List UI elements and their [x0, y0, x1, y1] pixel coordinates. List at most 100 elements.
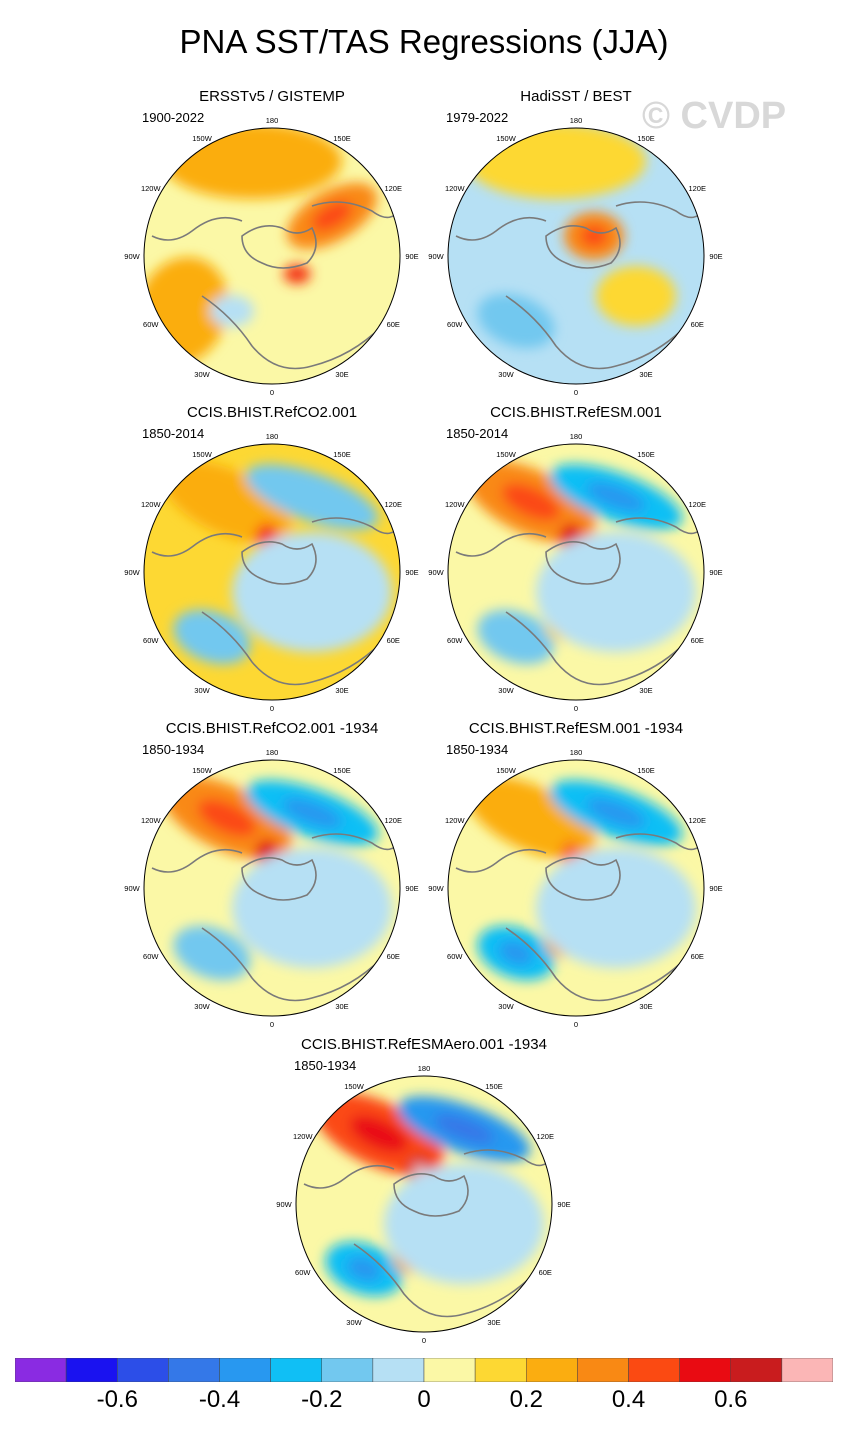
coastlines: [151, 833, 400, 1002]
anomaly-warm-northeast-pacific-alaska: [466, 776, 596, 860]
longitude-label: 90W: [428, 252, 444, 261]
longitude-label: 120E: [536, 1132, 554, 1141]
longitude-label: 150E: [637, 450, 655, 459]
longitude-label: 120E: [384, 184, 402, 193]
longitude-label: 60E: [387, 636, 400, 645]
coastlines: [151, 517, 400, 686]
colorbar-tick-label: 0.6: [714, 1386, 748, 1413]
longitude-label: 30E: [335, 686, 348, 695]
longitude-label: 150E: [333, 766, 351, 775]
colorbar-swatch: [321, 1358, 374, 1382]
longitude-label: 0: [270, 1020, 274, 1029]
polar-map: 180 150E 120E 90E 60E 30E 0 30W 60W 90W 120W 150W: [428, 432, 722, 713]
longitude-label: 120E: [688, 816, 706, 825]
panel-period: 1850-2014: [446, 426, 509, 441]
anomaly-core: [586, 482, 646, 512]
anomaly-cool-northwest-atlantic: [477, 609, 555, 665]
map-border: [447, 127, 705, 385]
colorbar-swatch: [15, 1358, 67, 1382]
anomaly-core: [261, 530, 273, 544]
anomaly-core: [586, 798, 646, 828]
colorbar-tick-label: -0.6: [96, 1386, 138, 1413]
colorbar-svg: [15, 1358, 833, 1382]
polar-map: 180 150E 120E 90E 60E 30E 0 30W 60W 90W 120W 150W: [276, 1064, 570, 1345]
panel-period: 1850-1934: [446, 742, 509, 757]
page-title: PNA SST/TAS Regressions (JJA): [179, 23, 669, 60]
anomaly-core: [290, 269, 304, 279]
longitude-label: 180: [266, 748, 279, 757]
longitude-label: 120E: [384, 500, 402, 509]
colorbar-tick-label: 0.4: [611, 1386, 646, 1413]
colorbar-swatch: [730, 1358, 783, 1382]
anomaly-cool-northwest-atlantic: [173, 609, 251, 665]
longitude-label: 120E: [688, 500, 706, 509]
longitude-label: 0: [422, 1336, 426, 1345]
longitude-label: 60W: [143, 952, 159, 961]
anomaly-cool-labrador-sea: [210, 295, 254, 327]
anomaly-cool-arctic-eurasia: [536, 848, 696, 968]
colorbar: [15, 1358, 833, 1382]
longitude-label: 120W: [141, 816, 162, 825]
anomaly-cool-northwest-atlantic: [173, 925, 251, 981]
map-border: [143, 759, 401, 1017]
longitude-label: 90E: [709, 568, 722, 577]
longitude-label: 0: [270, 704, 274, 713]
panel-title: CCIS.BHIST.RefESMAero.001 -1934: [301, 1036, 547, 1053]
longitude-label: 60W: [447, 952, 463, 961]
polar-map: 180 150E 120E 90E 60E 30E 0 30W 60W 90W 120W 150W: [124, 432, 418, 713]
anomaly-cool-northwest-atlantic: [477, 293, 555, 349]
longitude-label: 60W: [447, 320, 463, 329]
anomaly-core: [434, 1114, 494, 1144]
polar-map: 180 150E 120E 90E 60E 30E 0 30W 60W 90W 120W 150W: [428, 116, 722, 397]
panel-title: HadiSST / BEST: [520, 88, 632, 105]
longitude-label: 90E: [405, 884, 418, 893]
polar-map: 180 150E 120E 90E 60E 30E 0 30W 60W 90W 120W 150W: [124, 116, 418, 397]
longitude-label: 60W: [143, 636, 159, 645]
map-panel-4: CCIS.BHIST.RefESM.001 1850-2014 180 150E 120…: [426, 404, 726, 714]
longitude-label: 180: [570, 116, 583, 125]
panel-period: 1900-2022: [142, 110, 205, 125]
longitude-label: 150W: [496, 134, 517, 143]
longitude-label: 60E: [691, 320, 704, 329]
longitude-label: 150W: [344, 1082, 365, 1091]
longitude-label: 0: [574, 388, 578, 397]
colorbar-swatch: [679, 1358, 731, 1382]
anomaly-cool-arctic-eurasia: [232, 848, 392, 968]
anomaly-core: [580, 225, 608, 247]
longitude-label: 90E: [709, 252, 722, 261]
longitude-label: 180: [266, 432, 279, 441]
anomaly-cool-arctic-eurasia: [536, 532, 696, 652]
longitude-label: 60E: [539, 1268, 552, 1277]
longitude-label: 180: [570, 748, 583, 757]
colorbar-swatch: [526, 1358, 578, 1382]
map-border: [447, 759, 705, 1017]
coastlines: [455, 517, 704, 686]
longitude-label: 120W: [445, 500, 466, 509]
anomaly-core: [197, 799, 257, 837]
longitude-label: 0: [574, 704, 578, 713]
longitude-label: 150E: [637, 766, 655, 775]
map-panel-6: CCIS.BHIST.RefESM.001 -1934 1850-1934 180 1…: [426, 720, 726, 1030]
longitude-label: 90E: [405, 252, 418, 261]
colorbar-swatch: [270, 1358, 322, 1382]
longitude-label: 120E: [384, 816, 402, 825]
map-panel-5: CCIS.BHIST.RefCO2.001 -1934 1850-1934 180 1…: [122, 720, 422, 1030]
longitude-label: 30W: [194, 686, 210, 695]
longitude-label: 120W: [141, 500, 162, 509]
longitude-label: 30E: [639, 1002, 652, 1011]
longitude-label: 150E: [485, 1082, 503, 1091]
colorbar-tick-label: -0.2: [301, 1386, 343, 1413]
longitude-label: 120W: [141, 184, 162, 193]
longitude-label: 120W: [293, 1132, 314, 1141]
anomaly-core: [498, 940, 534, 966]
longitude-label: 60E: [387, 952, 400, 961]
panel-title: CCIS.BHIST.RefESM.001 -1934: [468, 720, 684, 737]
panel-period: 1850-1934: [142, 742, 205, 757]
anomaly-core: [261, 846, 273, 860]
longitude-label: 90E: [557, 1200, 570, 1209]
panel-title: CCIS.BHIST.RefCO2.001 -1934: [165, 720, 379, 737]
colorbar-swatch: [781, 1358, 833, 1382]
longitude-label: 150W: [496, 450, 517, 459]
watermark: © CVDP: [642, 95, 787, 137]
longitude-label: 90W: [124, 884, 140, 893]
